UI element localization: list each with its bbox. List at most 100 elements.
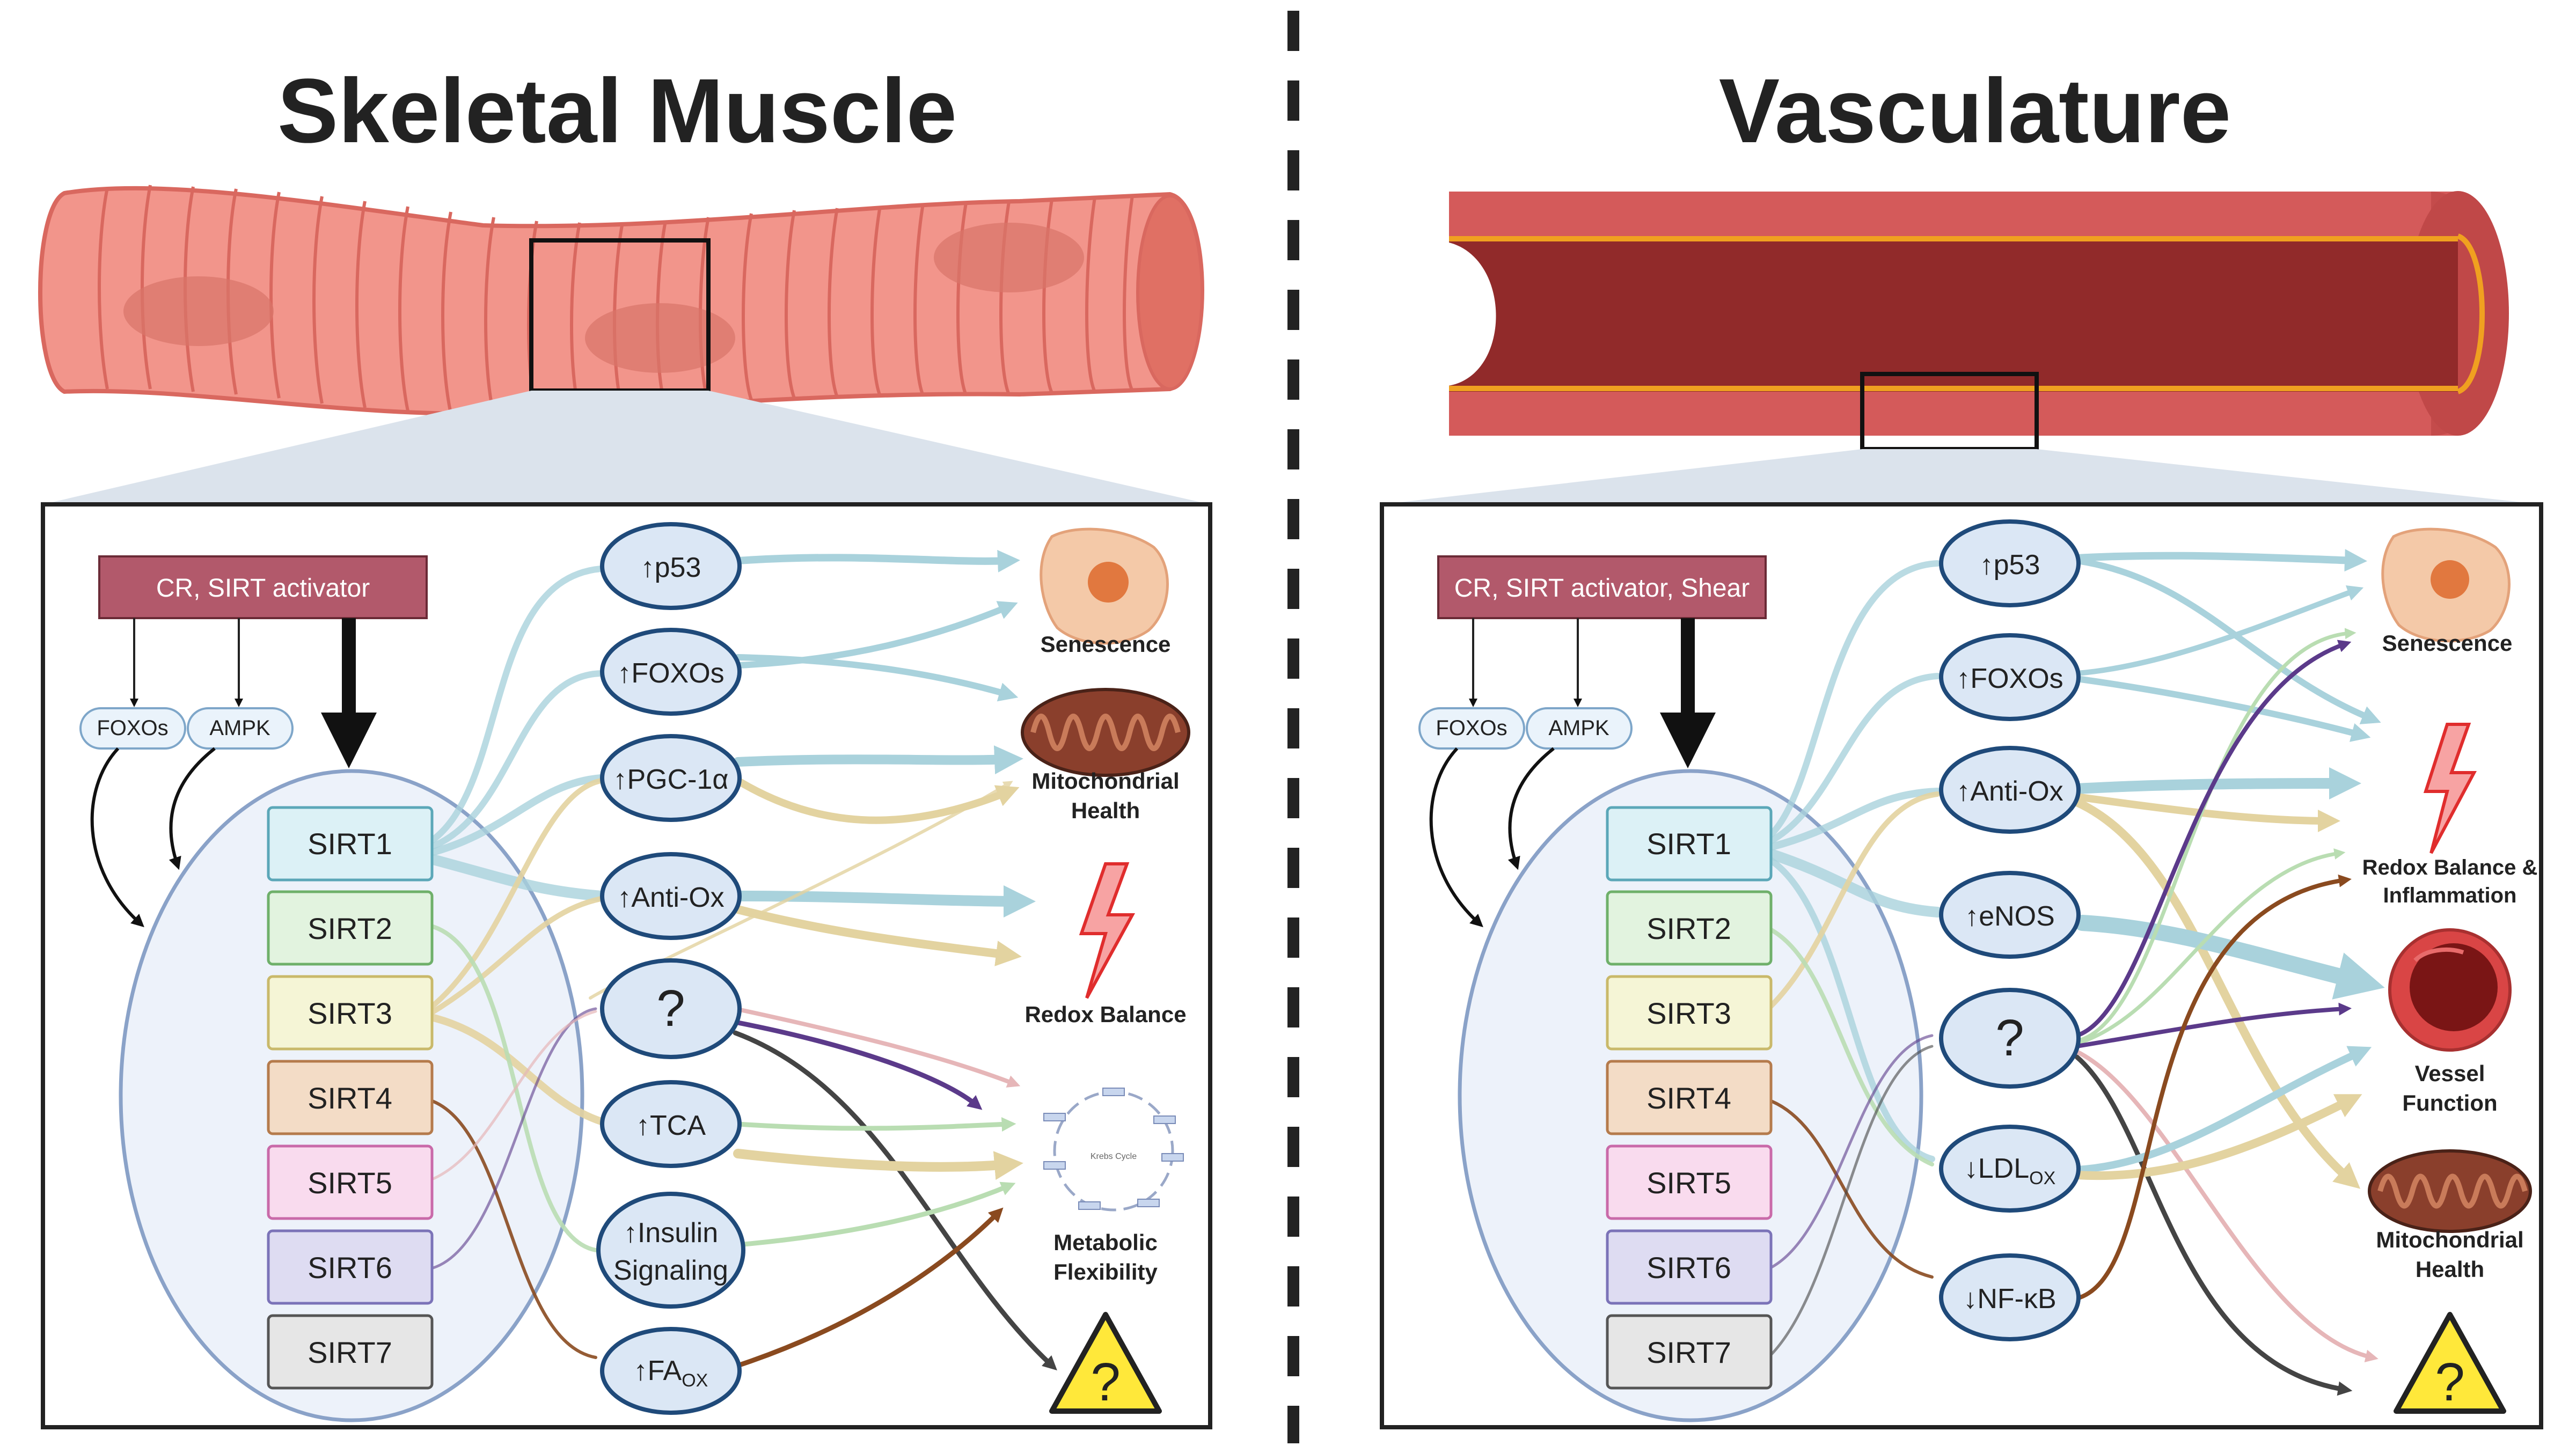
krebs-cycle-icon: Krebs Cycle [1043,1088,1184,1212]
right-sirt7-label: SIRT7 [1646,1335,1731,1369]
right-mediator-p53-label: ↑p53 [1980,549,2040,581]
warning-question-icon: ? [2394,1312,2506,1414]
left-regulator-foxos [79,707,186,750]
left-outcome-list: Senescence Mitochondrial Health Redox Ba… [1021,527,1190,1414]
right-regulator-foxos-label: FOXOs [1436,716,1507,740]
right-sirt3-label: SIRT3 [1646,996,1731,1030]
left-mediator-faox [600,1327,742,1415]
right-sirt6-box [1606,1229,1773,1305]
right-stimulus-box [1437,555,1767,619]
right-mediator-unknown [1939,988,2081,1089]
left-sirt2-label: SIRT2 [308,912,392,945]
right-regulator-ampk [1526,707,1633,750]
left-stimulus-label: CR, SIRT activator [156,574,370,603]
right-sirt4-box [1606,1060,1773,1135]
right-mediator-p53 [1939,519,2081,607]
left-sirt7-label: SIRT7 [308,1335,392,1369]
right-mediator-ldlox [1939,1125,2081,1213]
muscle-zoom-projection [43,391,1210,504]
left-sirtuin-list: SIRT1 SIRT2 SIRT3 SIRT4 SIRT5 SIRT6 SIRT… [267,806,434,1390]
warning-question-icon: ? [1049,1312,1162,1414]
right-sirt5-label: SIRT5 [1646,1166,1731,1200]
left-outcome-metabolic-label1: Metabolic [1053,1230,1158,1255]
right-pathway-arrows [1763,549,2385,1396]
left-mediator-foxos-label: ↑FOXOs [617,658,724,689]
right-mediator-foxos [1939,633,2081,721]
right-mediator-foxos-label: ↑FOXOs [1956,663,2063,694]
left-sirt3-box [267,975,434,1051]
left-mediator-tca-label: ↑TCA [636,1110,706,1141]
left-mediator-unknown [600,958,742,1059]
left-outcome-mito-label1: Mitochondrial [1031,768,1179,794]
left-mediator-pgc1a-label: ↑PGC-1α [613,764,729,795]
left-stimulus-box [98,555,428,619]
left-sirt3-label: SIRT3 [308,996,392,1030]
lightning-icon [2423,723,2477,854]
left-regulator-ampk [187,707,294,750]
left-mediator-unknown-label: ? [656,980,685,1037]
vessel-cross-section-icon [2388,928,2512,1052]
right-sirt2-label: SIRT2 [1646,912,1731,945]
mitochondrion-icon [1021,688,1190,777]
left-sirt6-box [267,1229,434,1305]
right-sirt3-box [1606,975,1773,1051]
right-mediator-ldlox-label: ↓LDLOX [1964,1153,2056,1188]
left-mediator-insulin-label2: Signaling [613,1255,728,1286]
right-mediator-enos [1939,871,2081,959]
right-mediator-unknown-label: ? [1995,1009,2024,1067]
right-mediator-list: ↑p53 ↑FOXOs ↑Anti-Ox ↑eNOS ? ↓LDLOX ↓NF-… [1939,519,2081,1341]
left-outcome-senescence-label: Senescence [1041,632,1171,657]
right-regulator-foxos [1418,707,1525,750]
left-mediator-insulin-label: ↑Insulin [624,1217,718,1249]
senescent-cell-icon [1040,527,1169,645]
right-regulator-ampk-label: AMPK [1548,716,1609,740]
left-sirt7-box [267,1314,434,1390]
right-sirt5-box [1606,1144,1773,1220]
left-outcome-mito-label2: Health [1071,798,1140,823]
left-mediator-antiox-label: ↑Anti-Ox [617,882,724,913]
left-mediator-p53-label: ↑p53 [641,552,701,583]
left-mediator-p53 [600,522,742,610]
right-outcome-mito-label1: Mitochondrial [2376,1227,2523,1252]
right-outcome-vessel-label1: Vessel [2415,1061,2485,1086]
right-outcome-senescence-label: Senescence [2382,630,2513,656]
left-sirt5-box [267,1144,434,1220]
right-sirtuin-list: SIRT1 SIRT2 SIRT3 SIRT4 SIRT5 SIRT6 SIRT… [1606,806,1773,1390]
right-mediator-antiox [1939,746,2081,834]
vessel-zoom-projection [1382,449,2541,504]
left-sirt1-box [267,806,434,882]
left-regulator-foxos-label: FOXOs [97,716,168,740]
left-sirt5-label: SIRT5 [308,1166,392,1200]
left-mediator-list: ↑p53 ↑FOXOs ↑PGC-1α ↑Anti-Ox ? ↑TCA ↑Ins… [596,522,745,1415]
mitochondrion-icon [2368,1149,2532,1233]
left-mediator-antiox [600,852,742,940]
right-outcome-redox-label1: Redox Balance & [2362,856,2538,879]
left-sirt6-label: SIRT6 [308,1251,392,1284]
left-mediator-insulin [596,1192,745,1309]
left-mediator-pgc1a [600,734,742,822]
lightning-icon [1079,862,1136,999]
right-stimulus-label: CR, SIRT activator, Shear [1454,574,1750,603]
left-mediator-faox-label: ↑FAOX [634,1355,708,1391]
right-mediator-antiox-label: ↑Anti-Ox [1956,776,2063,807]
left-sirt4-box [267,1060,434,1135]
right-warning-question-mark: ? [2435,1352,2465,1412]
title-skeletal-muscle: Skeletal Muscle [277,60,957,162]
right-outcome-redox-label2: Inflammation [2383,884,2517,907]
blood-vessel-illustration [1444,191,2509,451]
left-pathway-arrows [424,549,1057,1371]
right-mediator-enos-label: ↑eNOS [1965,901,2055,932]
right-mediator-nfkb [1939,1253,2081,1341]
right-sirt6-label: SIRT6 [1646,1251,1731,1284]
left-mediator-tca [600,1080,742,1168]
left-outcome-redox-label: Redox Balance [1024,1002,1186,1027]
senescent-cell-icon [2381,527,2511,643]
right-mediator-nfkb-label: ↓NF-κB [1963,1283,2056,1315]
left-sirt2-box [267,890,434,966]
left-sirt4-label: SIRT4 [308,1081,392,1115]
left-mediator-foxos [600,628,742,716]
right-sirt1-label: SIRT1 [1646,827,1731,861]
right-sirt1-box [1606,806,1773,882]
right-outcome-vessel-label2: Function [2402,1090,2497,1115]
